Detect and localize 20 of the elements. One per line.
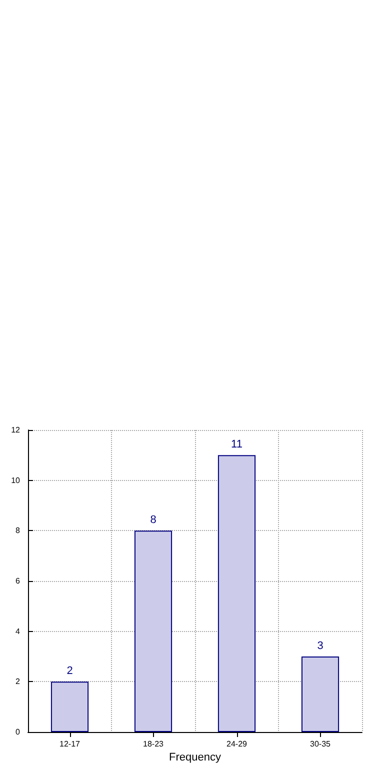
y-tick-label: 10 bbox=[11, 476, 21, 485]
y-tick-label: 12 bbox=[11, 426, 21, 434]
y-tick-label: 8 bbox=[16, 526, 21, 536]
y-tick-label: 2 bbox=[16, 677, 21, 686]
data-label: 8 bbox=[150, 514, 156, 526]
x-tick-label: 18-23 bbox=[143, 740, 164, 748]
x-tick-label: 24-29 bbox=[226, 740, 248, 748]
bar bbox=[50, 682, 89, 732]
y-tick-label: 0 bbox=[16, 728, 21, 736]
y-tick-label: 6 bbox=[16, 576, 21, 586]
data-label: 3 bbox=[317, 640, 324, 652]
data-label: 11 bbox=[231, 438, 242, 451]
bar bbox=[218, 455, 256, 732]
y-tick-label: 4 bbox=[16, 626, 21, 636]
x-tick-label: 12-17 bbox=[60, 740, 81, 748]
x-tick-label: 30-35 bbox=[310, 740, 332, 748]
x-axis-title: Frequency bbox=[169, 752, 222, 764]
bar bbox=[301, 656, 340, 732]
bar bbox=[134, 530, 172, 732]
data-label: 2 bbox=[66, 665, 73, 678]
